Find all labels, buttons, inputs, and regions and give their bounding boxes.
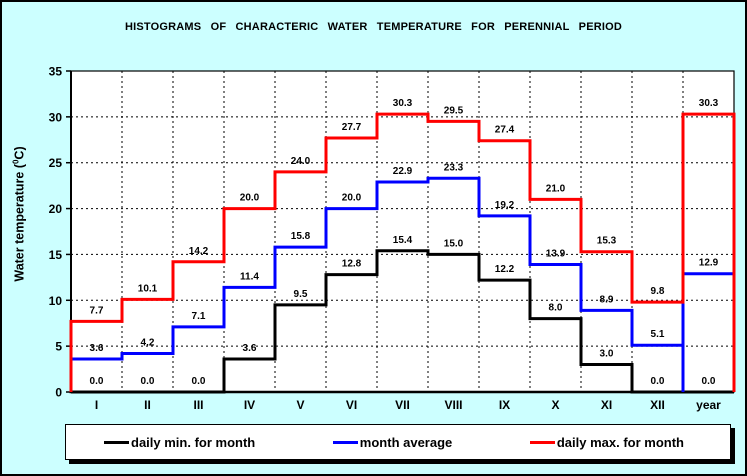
value-label-avg: 3.6 [90, 343, 104, 354]
y-axis-title-text: Water temperature ( [12, 164, 27, 282]
x-category-label: VII [395, 398, 410, 412]
x-category-label: VIII [444, 398, 462, 412]
legend-label-daily-max: daily max. for month [556, 434, 684, 450]
value-label-min: 0.0 [651, 376, 665, 387]
x-category-label: I [95, 398, 98, 412]
value-label-avg: 23.3 [444, 162, 464, 173]
x-category-label: V [296, 398, 304, 412]
value-label-min: 0.0 [141, 376, 155, 387]
x-category-label: II [144, 398, 151, 412]
value-label-min: 15.4 [393, 235, 413, 246]
value-label-min: 3.6 [243, 343, 257, 354]
value-label-min: 0.0 [702, 376, 716, 387]
value-label-min: 0.0 [90, 376, 104, 387]
legend-box: daily min. for month month average daily… [65, 424, 731, 460]
y-axis-title-superscript: 0 [11, 159, 21, 165]
y-tick-label: 30 [49, 110, 63, 124]
value-label-max: 15.3 [597, 236, 617, 247]
value-labels-min: 0.0 0.0 0.0 3.6 9.5 12.8 15.4 15.0 12.2 8.0 3.0 0.0… [90, 235, 716, 387]
value-label-max: 21.0 [546, 183, 566, 194]
value-labels-max: 7.7 10.1 14.2 20.0 24.0 27.7 30.3 29.5 27.4 21.0 1… [90, 98, 719, 316]
value-label-min: 12.8 [342, 259, 362, 270]
value-label-avg: 5.1 [651, 329, 665, 340]
value-label-max: 27.4 [495, 125, 515, 136]
value-label-max: 14.2 [189, 246, 209, 257]
x-category-label: VI [346, 398, 357, 412]
value-label-avg: 19.2 [495, 200, 515, 211]
legend-item-daily-min: daily min. for month [104, 435, 255, 450]
value-label-max: 20.0 [240, 193, 260, 204]
y-tick-label: 25 [49, 156, 63, 170]
value-label-min: 0.0 [192, 376, 206, 387]
legend-item-daily-max: daily max. for month [529, 434, 684, 450]
y-tick-label: 5 [55, 340, 62, 354]
y-tick-label: 0 [55, 386, 62, 400]
value-label-avg: 20.0 [342, 193, 362, 204]
value-label-max: 27.7 [342, 122, 362, 133]
value-label-min: 9.5 [294, 289, 308, 300]
value-labels-avg: 3.6 4.2 7.1 11.4 15.8 20.0 22.9 23.3 19.2 13.9 8.9… [90, 162, 719, 354]
value-label-avg: 4.2 [141, 337, 155, 348]
x-category-label: XI [601, 398, 612, 412]
daily-max-line-swatch [529, 440, 555, 444]
value-label-max: 29.5 [444, 105, 464, 116]
value-label-max: 30.3 [699, 98, 719, 109]
value-label-min: 8.0 [549, 303, 563, 314]
legend-item-month-average: month average [332, 434, 453, 450]
month-average-line-swatch [332, 440, 358, 444]
value-label-avg: 8.9 [600, 294, 614, 305]
x-category-label: X [551, 398, 559, 412]
x-category-label: IX [499, 398, 510, 412]
x-category-label: IV [244, 398, 255, 412]
legend-label-month-average: month average [359, 434, 453, 450]
x-category-labels: I II III IV V VI VII VIII IX X XI XII year [95, 398, 721, 412]
value-label-max: 24.0 [291, 156, 311, 167]
x-category-label: year [696, 398, 721, 412]
chart-title: HISTOGRAMS OF CHARACTERIC WATER TEMPERAT… [124, 21, 623, 33]
value-label-avg: 22.9 [393, 166, 413, 177]
value-label-min: 12.2 [495, 264, 515, 275]
y-axis-title: Water temperature (0C) [11, 146, 26, 281]
value-label-min: 15.0 [444, 238, 464, 249]
y-tick-label: 15 [49, 248, 63, 262]
legend-label-daily-min: daily min. for month [131, 434, 256, 450]
series-line-min [71, 249, 734, 394]
value-label-max: 10.1 [138, 283, 158, 294]
value-label-avg: 13.9 [546, 249, 566, 260]
value-label-avg: 12.9 [699, 258, 719, 269]
value-label-max: 9.8 [651, 286, 665, 297]
y-tick-label: 20 [49, 202, 63, 216]
x-category-label: XII [650, 398, 665, 412]
value-label-avg: 7.1 [192, 311, 206, 322]
y-axis-title-suffix: C) [12, 146, 27, 160]
daily-min-line-swatch [104, 440, 129, 444]
y-axis-ticks: 0 5 10 15 20 25 30 35 [49, 65, 71, 400]
value-label-max: 7.7 [90, 305, 104, 316]
series-line-avg [69, 176, 736, 392]
value-label-min: 3.0 [600, 348, 614, 359]
series-line-max [69, 112, 736, 392]
y-tick-label: 10 [49, 294, 63, 308]
value-label-max: 30.3 [393, 98, 413, 109]
y-tick-label: 35 [49, 65, 63, 79]
value-label-avg: 15.8 [291, 231, 311, 242]
value-label-avg: 11.4 [240, 271, 259, 282]
x-category-label: III [193, 398, 203, 412]
plot-area [70, 70, 735, 393]
